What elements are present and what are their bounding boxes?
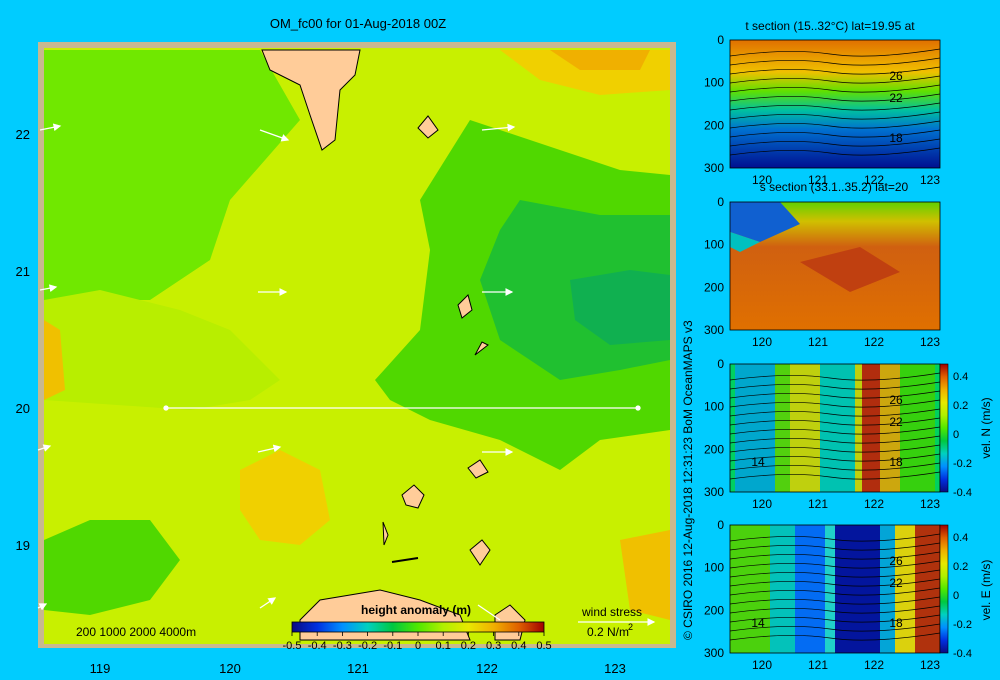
- s-section-title: s section (33.1..35.2) lat=20: [760, 180, 909, 194]
- panel-x-tick: 121: [808, 658, 828, 672]
- wind-vectors: [37, 123, 641, 621]
- vel-n-tick: 0.2: [953, 400, 968, 412]
- map-y-tick: 19: [16, 538, 30, 553]
- panel-y-tick: 300: [704, 646, 724, 660]
- panel-x-tick: 121: [808, 173, 828, 187]
- contour-label: 14: [751, 616, 765, 630]
- contour-label: 26: [889, 393, 903, 407]
- colorbar-tick-label: 0.2: [461, 640, 476, 652]
- wind-unit-exp: 2: [628, 622, 633, 632]
- panel-y-tick: 200: [704, 603, 724, 617]
- vel-n-tick: -0.2: [953, 458, 972, 470]
- map-y-tick: 21: [16, 264, 30, 279]
- height-colorbar: [291, 621, 545, 633]
- panel-y-tick: 0: [717, 518, 724, 532]
- colorbar-tick-label: 0.4: [511, 640, 526, 652]
- contour-label: 18: [889, 455, 903, 469]
- panel-x-tick: 123: [920, 173, 940, 187]
- map-x-tick: 119: [90, 661, 111, 676]
- panel-y-tick: 300: [704, 323, 724, 337]
- panel-x-tick: 120: [752, 497, 772, 511]
- vel-e-tick: -0.4: [953, 648, 972, 660]
- vel-n-tick: -0.4: [953, 487, 972, 499]
- panel-y-tick: 100: [704, 238, 724, 252]
- vel-n-colorbar: vel. N (m/s): [939, 363, 993, 493]
- contour-label: 22: [889, 91, 903, 105]
- panel-y-tick: 200: [704, 118, 724, 132]
- colorbar-label: height anomaly (m): [361, 603, 471, 617]
- colorbar-tick-label: 0.1: [436, 640, 451, 652]
- panel-x-tick: 122: [864, 497, 884, 511]
- vel-e-colorbar: vel. E (m/s): [939, 524, 993, 654]
- panel-x-tick: 121: [808, 335, 828, 349]
- wind-stress-label: wind stress: [581, 605, 642, 619]
- vel-e-tick: 0: [953, 590, 959, 602]
- panel-y-tick: 300: [704, 161, 724, 175]
- main-map: [37, 42, 676, 648]
- vel-e-label: vel. E (m/s): [979, 560, 993, 621]
- panel-y-tick: 100: [704, 76, 724, 90]
- panel-x-tick: 120: [752, 335, 772, 349]
- vel-e-panel: 26 22 18 14 0 100 200 300 120 121 122 123: [704, 518, 941, 672]
- colorbar-tick-label: -0.5: [283, 640, 302, 652]
- map-x-tick: 120: [219, 661, 241, 676]
- contour-label: 26: [889, 554, 903, 568]
- colorbar-tick-label: 0: [415, 640, 421, 652]
- t-section-panel: 26 22 18 0 100 200 300 120 121 122 123: [704, 33, 941, 187]
- colorbar-tick-label: 0.3: [486, 640, 501, 652]
- map-x-tick: 121: [347, 661, 369, 676]
- map-x-axis: 119 120 121 122 123: [90, 661, 626, 676]
- section-panels: 26 22 18 0 100 200 300 120 121 122 123 0 100 200 300 12…: [704, 33, 941, 672]
- vel-n-tick: 0: [953, 429, 959, 441]
- panel-y-tick: 100: [704, 561, 724, 575]
- contour-label: 18: [889, 616, 903, 630]
- panel-y-tick: 200: [704, 442, 724, 456]
- panel-x-tick: 122: [864, 335, 884, 349]
- contour-label: 22: [889, 576, 903, 590]
- vel-e-tick: 0.4: [953, 532, 968, 544]
- colorbar-ticks: -0.5 -0.4 -0.3 -0.2 -0.1 0 0.1 0.2 0.3 0.4 0.5: [283, 632, 552, 652]
- wind-unit: 0.2 N/m: [587, 625, 629, 639]
- panel-x-tick: 123: [920, 335, 940, 349]
- contour-label: 14: [751, 455, 765, 469]
- contour-label: 22: [889, 415, 903, 429]
- panel-x-tick: 120: [752, 658, 772, 672]
- credit-text: © CSIRO 2016 12-Aug-2018 12:31:23 BoM Oc…: [681, 320, 695, 640]
- map-y-tick: 20: [16, 401, 30, 416]
- panel-y-tick: 0: [717, 195, 724, 209]
- t-section-title: t section (15..32°C) lat=19.95 at: [745, 19, 915, 33]
- panel-x-tick: 122: [864, 173, 884, 187]
- panel-x-tick: 121: [808, 497, 828, 511]
- panel-x-tick: 123: [920, 658, 940, 672]
- vel-n-label: vel. N (m/s): [979, 397, 993, 458]
- depth-legend: 200 1000 2000 4000m: [76, 625, 196, 639]
- panel-y-tick: 0: [717, 33, 724, 47]
- panel-y-tick: 200: [704, 280, 724, 294]
- map-y-tick: 22: [16, 127, 30, 142]
- colorbar-tick-label: 0.5: [536, 640, 551, 652]
- panel-y-tick: 0: [717, 357, 724, 371]
- vel-e-tick: 0.2: [953, 561, 968, 573]
- s-section-panel: 0 100 200 300 120 121 122 123: [704, 195, 941, 349]
- colorbar-tick-label: -0.2: [358, 640, 377, 652]
- panel-x-tick: 122: [864, 658, 884, 672]
- map-x-tick: 123: [604, 661, 626, 676]
- colorbar-tick-label: -0.3: [333, 640, 352, 652]
- panel-x-tick: 123: [920, 497, 940, 511]
- land-taiwan: [261, 49, 361, 151]
- panel-x-tick: 120: [752, 173, 772, 187]
- map-x-tick: 122: [476, 661, 498, 676]
- panel-y-tick: 300: [704, 485, 724, 499]
- map-title: OM_fc00 for 01-Aug-2018 00Z: [270, 16, 446, 31]
- colorbar-tick-label: -0.1: [383, 640, 402, 652]
- contour-label: 26: [889, 69, 903, 83]
- map-y-axis: 22 21 20 19: [16, 127, 30, 553]
- colorbar-tick-label: -0.4: [308, 640, 327, 652]
- vel-n-panel: 26 22 18 14 0 100 200 300 120 121 122 123: [704, 357, 941, 511]
- vel-n-tick: 0.4: [953, 371, 968, 383]
- panel-y-tick: 100: [704, 400, 724, 414]
- vel-e-tick: -0.2: [953, 619, 972, 631]
- contour-label: 18: [889, 131, 903, 145]
